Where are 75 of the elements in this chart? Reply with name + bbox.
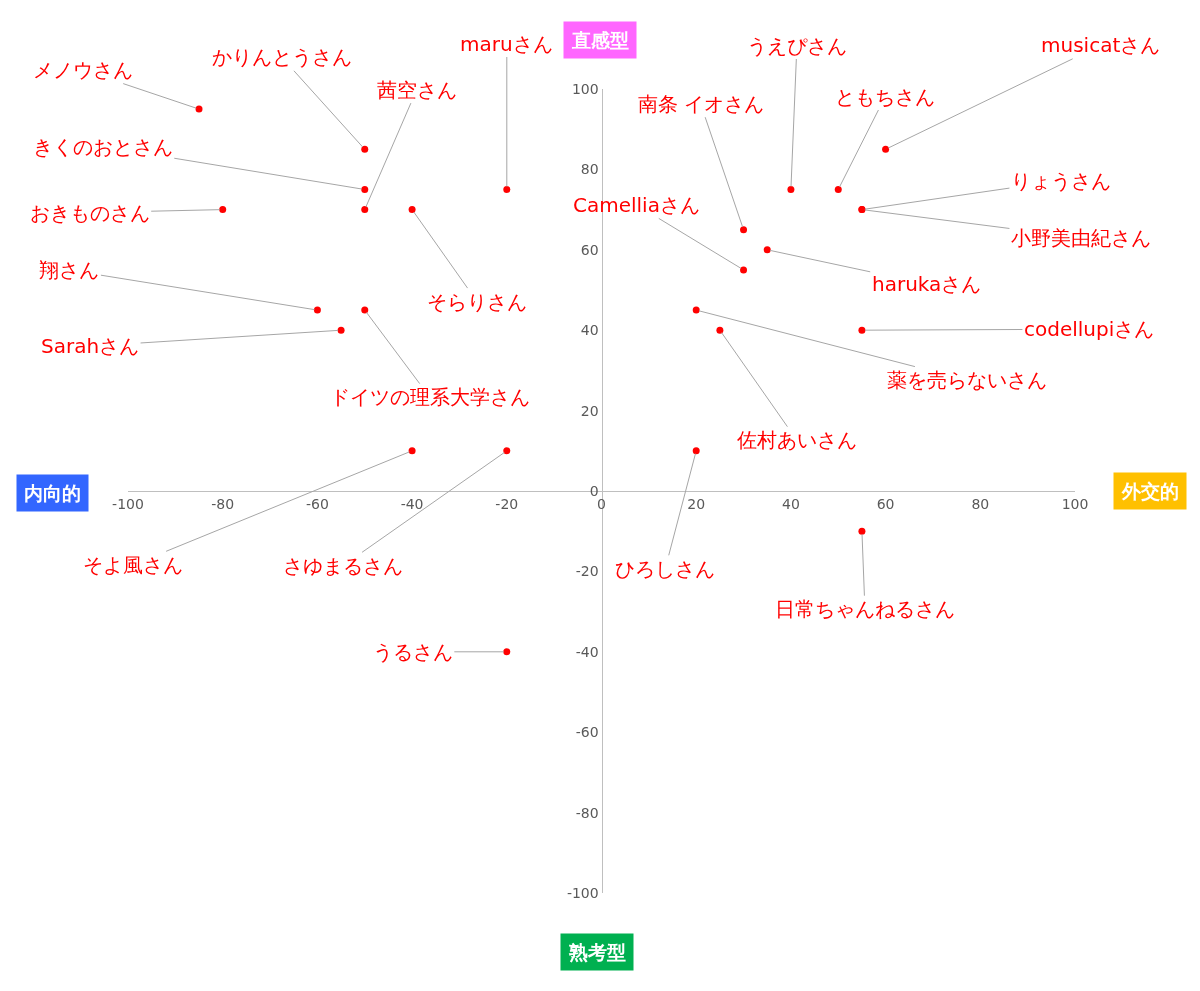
- x-tick-label: -100: [112, 495, 144, 512]
- text: ともちさん: [835, 85, 935, 109]
- point: [858, 326, 866, 334]
- point: [740, 266, 748, 274]
- y-tick-label: -20: [575, 563, 599, 580]
- point: [692, 447, 700, 455]
- point: [858, 527, 866, 535]
- point: [787, 186, 795, 193]
- y-tick-label: 20: [580, 402, 599, 419]
- point: [195, 105, 203, 113]
- y-tick-label: -40: [575, 643, 599, 660]
- x-tick-label: 60: [876, 495, 895, 512]
- text: 南条 イオさん: [638, 92, 765, 116]
- x-tick-label: -20: [495, 495, 519, 512]
- text: 小野美由紀さん: [1011, 226, 1151, 250]
- y-tick-label: 100: [571, 80, 599, 97]
- point: [503, 186, 511, 193]
- x-tick-label: -40: [400, 495, 424, 512]
- text: おきものさん: [30, 201, 150, 225]
- text: Sarahさん: [41, 334, 140, 358]
- y-tick-label: -80: [575, 804, 599, 821]
- text: そよ風さん: [83, 553, 183, 577]
- y-tick-label: -100: [566, 884, 599, 901]
- y-tick-label: 80: [580, 161, 599, 178]
- text: かりんとうさん: [212, 45, 352, 69]
- point: [408, 447, 416, 455]
- point: [361, 306, 369, 314]
- point: [716, 326, 724, 334]
- x-tick-label: -60: [305, 495, 329, 512]
- point: [503, 447, 511, 455]
- point: [219, 206, 227, 214]
- text: そらりさん: [427, 290, 527, 314]
- x-tick-label: 20: [687, 495, 706, 512]
- text: さゆまるさん: [283, 554, 403, 578]
- text: maruさん: [460, 32, 553, 56]
- point: [763, 246, 771, 254]
- text: メノウさん: [33, 58, 133, 82]
- text: 直感型: [571, 29, 629, 51]
- x-tick-label: 100: [1061, 495, 1089, 512]
- text: 内向的: [24, 482, 81, 504]
- text: Camelliaさん: [573, 193, 700, 217]
- text: 外交的: [1121, 480, 1179, 502]
- x-tick-label: 80: [971, 495, 990, 512]
- point: [361, 186, 369, 193]
- point: [361, 206, 369, 214]
- y-tick-label: 40: [580, 322, 599, 339]
- x-tick-label: 40: [781, 495, 800, 512]
- point: [692, 306, 700, 314]
- text: ひろしさん: [615, 557, 715, 581]
- point: [408, 206, 416, 214]
- point: [503, 648, 511, 656]
- y-tick-label: -60: [575, 724, 599, 741]
- text: きくのおとさん: [33, 135, 173, 159]
- text: harukaさん: [872, 272, 982, 296]
- text: musicatさん: [1041, 33, 1161, 57]
- text: 翔さん: [39, 258, 99, 282]
- point: [740, 226, 748, 234]
- y-tick-label: 60: [580, 241, 599, 258]
- point: [337, 326, 345, 334]
- y-tick-label: 0: [589, 482, 599, 499]
- text: うえぴさん: [747, 34, 847, 58]
- text: 熟考型: [568, 941, 626, 963]
- text: 薬を売らないさん: [887, 368, 1047, 392]
- x-tick-label: -80: [211, 495, 235, 512]
- text: 茜空さん: [377, 78, 457, 102]
- text: codellupiさん: [1024, 317, 1155, 341]
- text: りょうさん: [1011, 169, 1111, 193]
- text: ドイツの理系大学さん: [330, 385, 530, 409]
- point: [313, 306, 321, 314]
- point: [834, 186, 842, 193]
- point: [882, 145, 890, 153]
- text: うるさん: [373, 640, 453, 664]
- text: 佐村あいさん: [737, 428, 857, 452]
- point: [361, 145, 369, 153]
- text: 日常ちゃんねるさん: [775, 597, 955, 621]
